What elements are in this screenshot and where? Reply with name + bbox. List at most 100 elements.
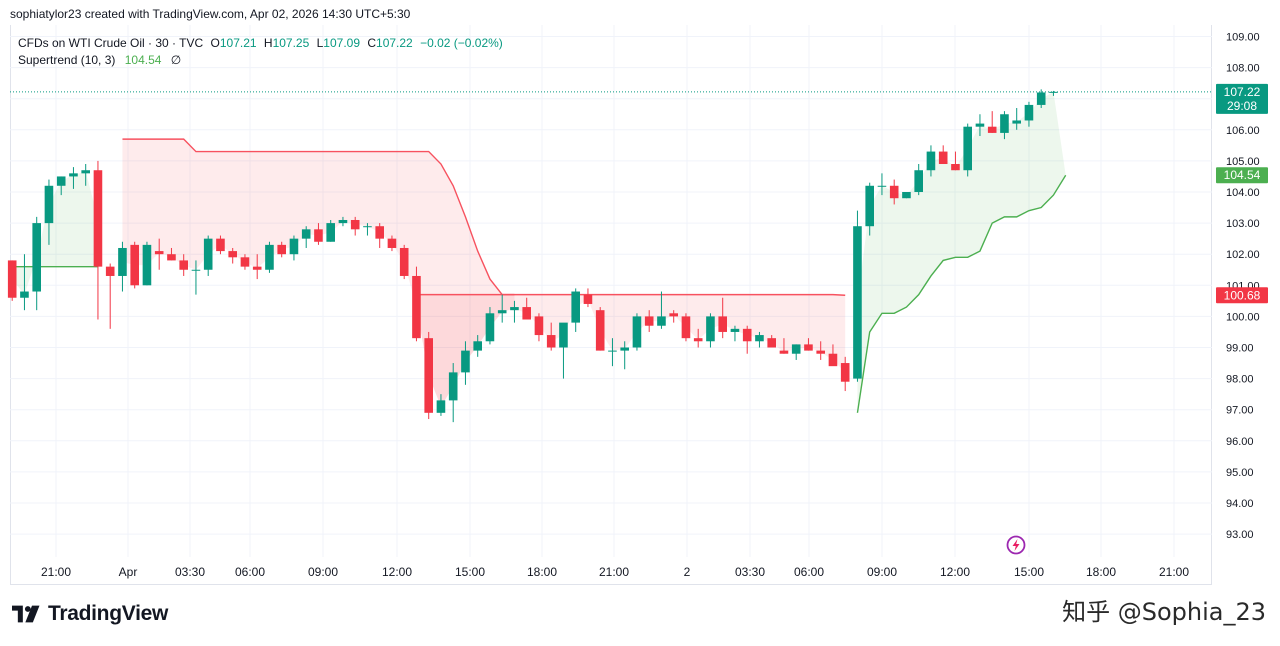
candle-body (926, 151, 936, 171)
candle-body (105, 266, 115, 276)
candle-body (938, 151, 948, 165)
chart-legend: CFDs on WTI Crude Oil · 30 · TVC O107.21… (18, 35, 503, 69)
candle-body (387, 238, 397, 248)
candle-body (657, 316, 666, 326)
price-tick-label: 98.00 (1226, 374, 1254, 386)
candle-body (277, 244, 286, 255)
supertrend-up-badge-text: 104.54 (1224, 168, 1261, 182)
price-tick-label: 96.00 (1226, 436, 1254, 448)
candle-body (265, 244, 274, 270)
legend-indicator-value: 104.54 (124, 53, 162, 67)
legend-indicator-row[interactable]: Supertrend (10, 3) 104.54 ∅ (18, 52, 503, 69)
candle-body (963, 126, 972, 171)
candle-body (583, 294, 593, 304)
candle-body (191, 269, 201, 271)
candle-body (840, 363, 850, 382)
candle-body (767, 338, 776, 348)
legend-low-label: L (316, 36, 324, 50)
candle-body (1024, 104, 1034, 121)
candle-body (130, 244, 139, 286)
candle-body (644, 316, 654, 326)
time-tick-label: 21:00 (41, 565, 71, 579)
time-tick-label: 12:00 (382, 565, 412, 579)
candle-body (412, 275, 421, 339)
time-tick-label: 03:30 (175, 565, 205, 579)
legend-close-value: 107.22 (376, 36, 413, 50)
supertrend-down-segment-line (416, 293, 846, 296)
candle-body (595, 310, 605, 351)
supertrend-up-segment-fill (12, 171, 98, 295)
candle-body (779, 350, 789, 354)
candle-body (632, 316, 642, 348)
candle-body (7, 260, 17, 298)
candle-body (461, 350, 470, 373)
supertrend-up-segment-fill (857, 92, 1066, 413)
time-tick-label: 18:00 (1086, 565, 1116, 579)
candle-body (693, 338, 703, 342)
candle-body (497, 310, 507, 314)
candle-body (350, 219, 360, 230)
candle-body (718, 316, 727, 332)
candle-body (951, 164, 960, 171)
candle-body (889, 185, 899, 199)
supertrend-down-segment-fill (122, 139, 515, 407)
candle-body (755, 335, 764, 342)
candle-body (534, 316, 544, 336)
supertrend-up-badge-bg (1216, 167, 1268, 184)
legend-close-label: C (367, 36, 377, 50)
time-tick-label: 15:00 (455, 565, 485, 579)
legend-high-label: H (263, 36, 273, 50)
supertrend-down-badge-text: 100.68 (1224, 288, 1261, 302)
supertrend-down-segment-fill (416, 294, 846, 407)
candle-body (1036, 92, 1046, 105)
hide-indicator-icon[interactable]: ∅ (170, 53, 182, 67)
price-tick-label: 104.00 (1226, 187, 1260, 199)
price-tick-label: 93.00 (1226, 529, 1254, 541)
price-tick-label: 99.00 (1226, 343, 1254, 355)
candle-body (730, 328, 740, 332)
candle-body (399, 247, 409, 276)
last-price-badge-text: 107.22 (1224, 85, 1261, 99)
candle-body (681, 316, 691, 339)
candle-body (314, 229, 323, 242)
time-tick-label: 15:00 (1014, 565, 1044, 579)
candle-body (559, 322, 568, 348)
candle-body (522, 307, 531, 320)
time-tick-label: 12:00 (940, 565, 970, 579)
last-price-badge-text: 29:08 (1227, 99, 1257, 113)
lightning-alert-icon[interactable] (1006, 535, 1026, 555)
candle-body (865, 185, 874, 227)
candle-body (240, 257, 250, 267)
candle-body (791, 344, 801, 354)
candle-body (473, 341, 482, 351)
author-watermark: 知乎 @Sophia_23 (1062, 598, 1266, 626)
time-tick-label: 09:00 (867, 565, 897, 579)
candle-body (1049, 91, 1058, 93)
supertrend-down-segment-line (122, 138, 515, 296)
candle-body (56, 176, 66, 186)
candle-body (69, 173, 78, 177)
candle-body (816, 350, 825, 354)
candle-body (571, 291, 580, 323)
price-tick-label: 97.00 (1226, 405, 1254, 417)
price-tick-label: 106.00 (1226, 125, 1260, 137)
time-tick-label: 2 (684, 565, 691, 579)
candle-body (448, 372, 458, 401)
candle-body (118, 247, 127, 276)
brand-name: TradingView (48, 602, 169, 625)
time-tick-label: 03:30 (735, 565, 765, 579)
supertrend-down-badge-bg (1216, 287, 1268, 304)
candle-body (20, 291, 29, 298)
chart-caption: sophiatylor23 created with TradingView.c… (10, 7, 411, 21)
candle-body (742, 328, 752, 342)
tradingview-logo[interactable]: TradingView (12, 602, 168, 626)
candle-body (289, 238, 299, 255)
time-tick-label: 18:00 (527, 565, 557, 579)
time-tick-label: 21:00 (599, 565, 629, 579)
price-tick-label: 95.00 (1226, 467, 1254, 479)
time-tick-label: 06:00 (794, 565, 824, 579)
candle-body (902, 192, 911, 199)
candle-body (338, 219, 348, 224)
candle-body (620, 347, 629, 351)
